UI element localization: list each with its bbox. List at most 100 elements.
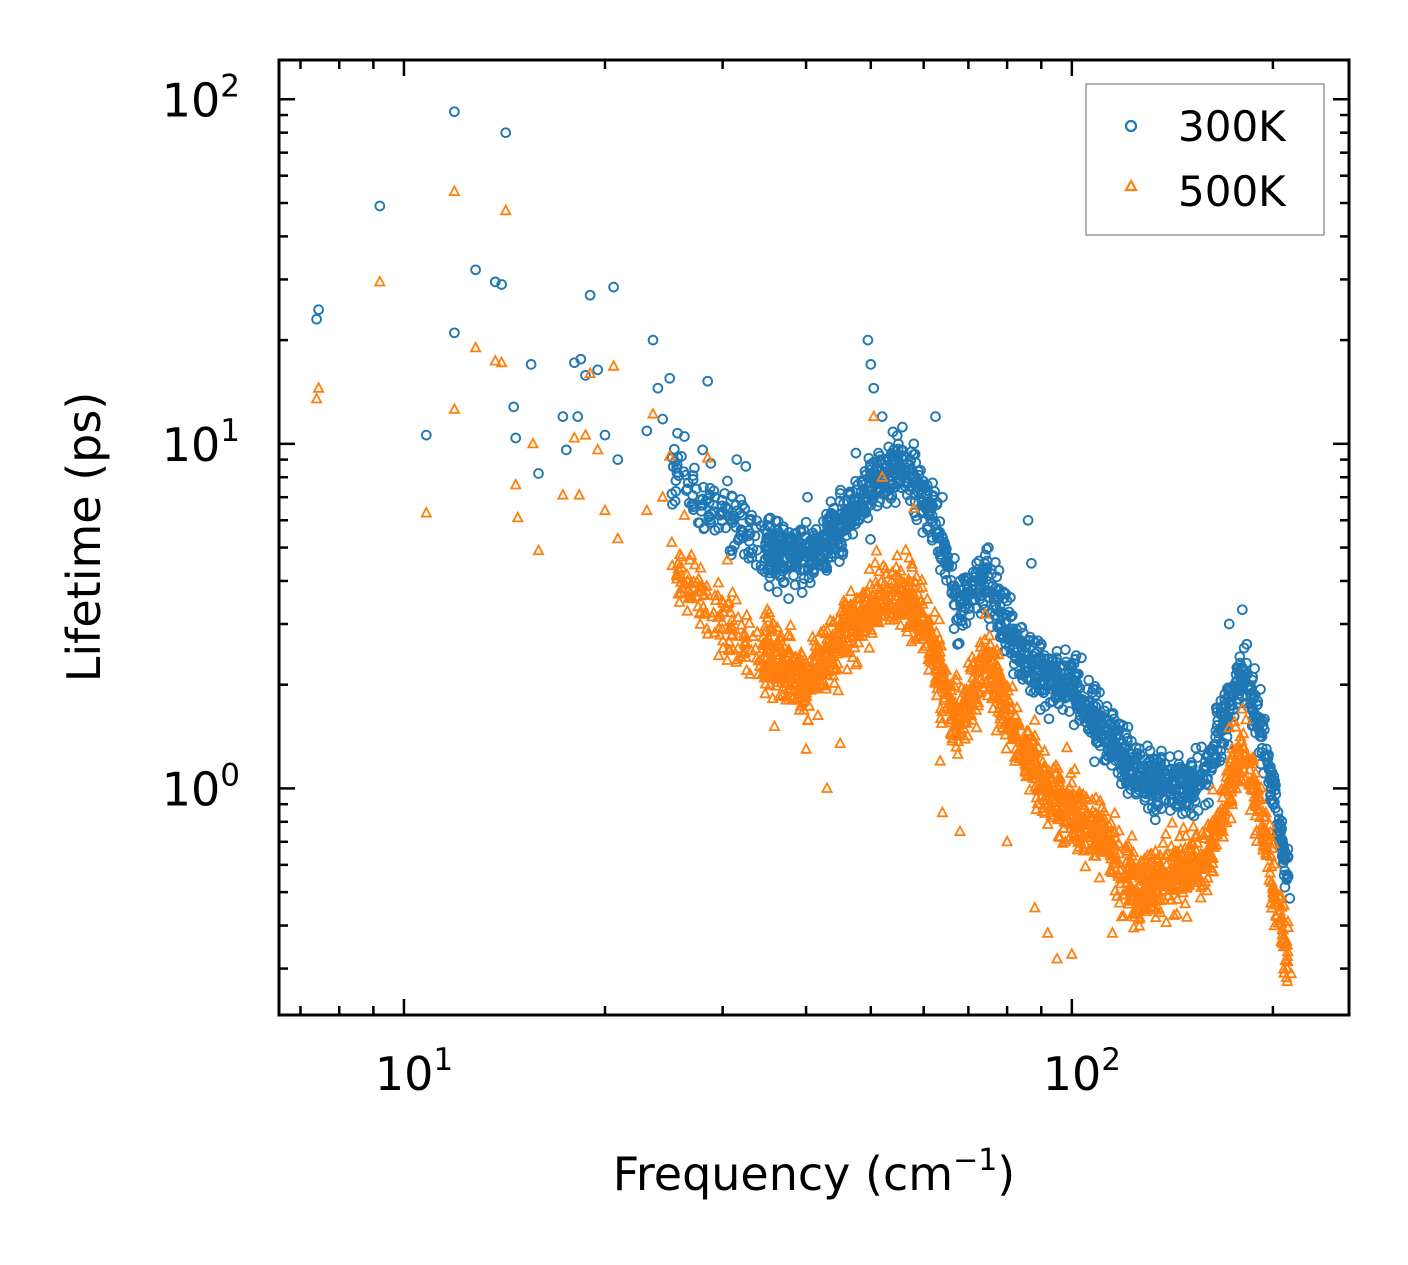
data-point-300k [584, 289, 596, 301]
data-point-300k [679, 431, 690, 442]
data-point-500k [1028, 713, 1041, 725]
data-point-500k [1203, 839, 1216, 851]
data-point-300k [740, 461, 752, 472]
x-axis-title-superscript: −1 [953, 1143, 997, 1178]
x-tick-label-2-base: 10 [1043, 1047, 1102, 1101]
data-point-300k [943, 559, 954, 571]
data-point-500k [1028, 766, 1041, 779]
data-point-300k [1110, 729, 1122, 741]
data-point-300k [795, 526, 807, 538]
data-point-500k [1091, 821, 1105, 833]
data-point-300k [1070, 668, 1081, 680]
data-point-300k [1269, 775, 1280, 787]
data-point-500k [1119, 866, 1133, 878]
data-point-300k [641, 425, 653, 437]
data-point-300k [1020, 662, 1032, 673]
data-point-300k [1049, 682, 1061, 693]
data-point-500k [665, 535, 678, 547]
data-point-500k [752, 653, 765, 666]
data-point-300k [1058, 660, 1070, 671]
data-point-500k [1038, 806, 1052, 818]
data-point-500k [1000, 715, 1013, 727]
data-point-500k [1030, 802, 1043, 815]
data-point-500k [1000, 741, 1013, 754]
data-point-500k [799, 742, 813, 754]
data-point-500k [880, 567, 893, 579]
data-point-500k [1133, 878, 1146, 890]
x-tick-label-2-exponent: 2 [1101, 1042, 1121, 1078]
data-point-500k [1065, 775, 1078, 788]
data-point-300k [666, 488, 678, 500]
x-axis-title-close: ) [997, 1147, 1015, 1201]
data-point-300k [657, 413, 669, 425]
data-point-500k [814, 625, 828, 637]
data-point-300k [1178, 773, 1190, 785]
data-point-300k [1100, 754, 1112, 766]
data-point-500k [1066, 800, 1079, 813]
data-point-500k [721, 653, 734, 665]
data-point-300k [802, 491, 813, 503]
data-point-500k [1160, 857, 1173, 870]
data-point-500k [779, 665, 792, 677]
data-point-500k [1266, 885, 1280, 897]
data-point-300k [733, 532, 745, 544]
data-point-500k [833, 618, 846, 630]
data-point-300k [965, 589, 977, 600]
data-point-300k [1044, 697, 1056, 708]
data-point-500k [1249, 797, 1262, 810]
data-point-500k [1133, 910, 1147, 923]
data-point-300k [938, 539, 950, 551]
data-point-300k [1275, 820, 1286, 831]
data-point-300k [735, 494, 747, 505]
data-point-500k [1242, 774, 1255, 787]
data-point-500k [761, 602, 774, 615]
data-point-300k [768, 537, 780, 549]
data-point-300k [785, 559, 797, 571]
data-point-500k [933, 649, 946, 662]
data-point-500k [1215, 819, 1228, 831]
data-point-300k [1092, 699, 1104, 710]
data-point-300k [1267, 798, 1279, 810]
data-point-500k [770, 675, 784, 687]
data-point-300k [1028, 687, 1040, 698]
data-point-500k [842, 631, 855, 643]
data-point-500k [671, 556, 685, 569]
x-tick-label-1-exponent: 1 [433, 1042, 453, 1078]
data-point-300k [470, 264, 481, 276]
data-point-300k [1237, 675, 1249, 686]
data-point-300k [1282, 852, 1293, 864]
data-point-500k [583, 366, 597, 378]
data-point-500k [712, 575, 725, 588]
data-point-500k [1132, 890, 1145, 902]
data-point-500k [1125, 829, 1139, 841]
data-point-500k [911, 629, 924, 641]
data-point-500k [716, 633, 730, 646]
data-point-500k [902, 589, 916, 601]
data-point-500k [811, 708, 825, 720]
data-point-300k [847, 528, 859, 540]
data-point-500k [1248, 790, 1261, 802]
data-point-300k [858, 492, 870, 503]
data-point-300k [1026, 557, 1037, 569]
data-point-500k [765, 622, 779, 635]
data-point-500k [1092, 843, 1106, 856]
data-point-300k [1000, 618, 1011, 629]
data-point-500k [1200, 856, 1213, 869]
data-point-500k [930, 688, 943, 701]
data-point-300k [652, 382, 664, 394]
data-point-300k [786, 545, 797, 557]
data-point-500k [954, 722, 967, 735]
data-point-500k [743, 667, 757, 679]
data-point-500k [928, 605, 941, 617]
data-point-500k [943, 696, 956, 709]
data-point-500k [859, 614, 872, 626]
data-point-500k [807, 665, 820, 677]
data-point-300k [761, 520, 773, 531]
data-point-500k [899, 543, 912, 555]
data-point-300k [856, 475, 867, 487]
legend-frame [1085, 83, 1325, 236]
data-point-300k [1190, 773, 1201, 784]
data-point-500k [1239, 712, 1253, 725]
data-point-500k [866, 589, 880, 601]
